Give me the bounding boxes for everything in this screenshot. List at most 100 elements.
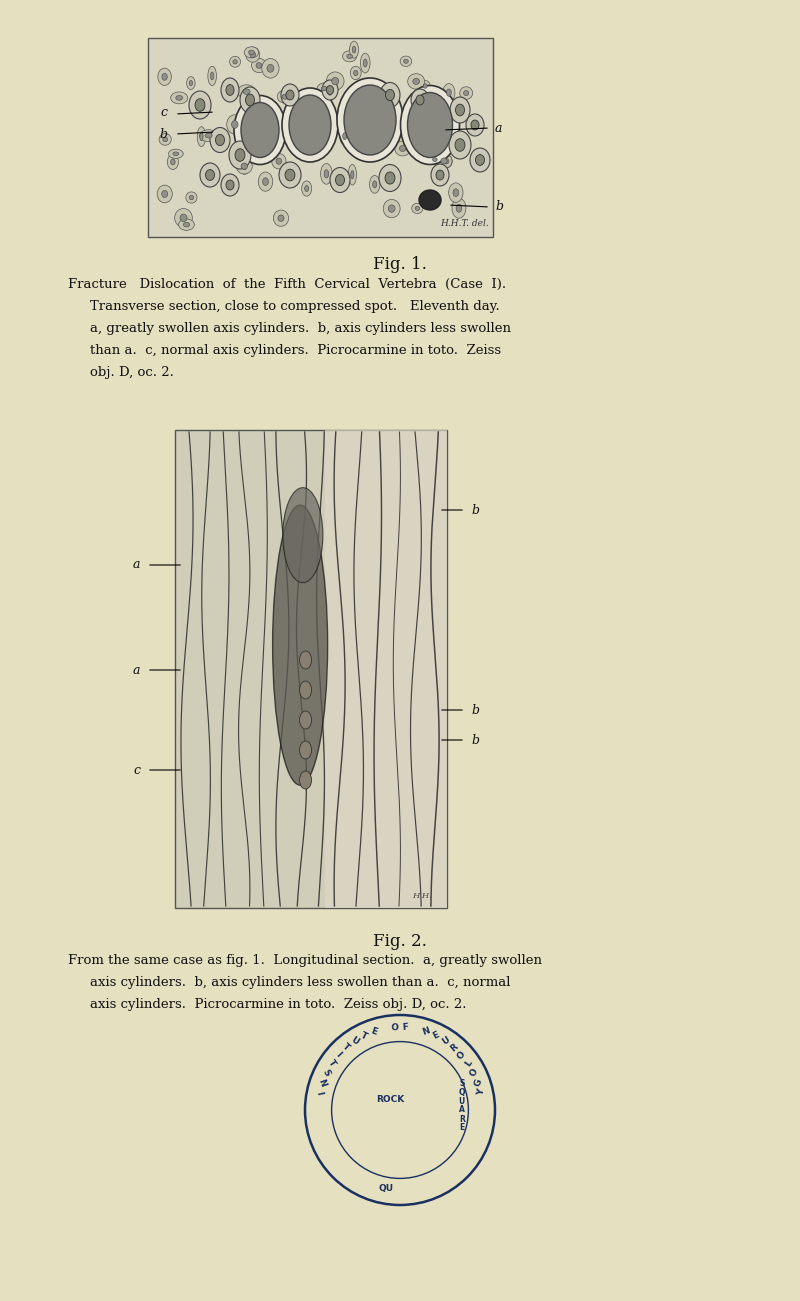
Ellipse shape xyxy=(411,88,429,111)
Ellipse shape xyxy=(342,51,357,62)
Ellipse shape xyxy=(366,143,374,156)
Text: Y: Y xyxy=(476,1089,486,1097)
Ellipse shape xyxy=(368,147,372,152)
Ellipse shape xyxy=(198,126,206,147)
Ellipse shape xyxy=(352,47,356,53)
Text: H.H.T. del.: H.H.T. del. xyxy=(440,219,489,228)
Text: R: R xyxy=(459,1115,465,1124)
Ellipse shape xyxy=(346,55,353,59)
Ellipse shape xyxy=(162,190,168,198)
Text: U: U xyxy=(458,1097,465,1106)
Ellipse shape xyxy=(221,78,239,101)
Ellipse shape xyxy=(404,59,408,64)
Text: a: a xyxy=(133,664,140,677)
Ellipse shape xyxy=(420,81,430,91)
Ellipse shape xyxy=(330,168,350,193)
Text: R: R xyxy=(449,1042,460,1053)
Text: I: I xyxy=(314,1090,324,1095)
Ellipse shape xyxy=(317,83,331,94)
Ellipse shape xyxy=(366,86,371,91)
Ellipse shape xyxy=(250,142,254,148)
Ellipse shape xyxy=(407,92,453,157)
Text: T: T xyxy=(326,1058,337,1068)
Text: Fig. 2.: Fig. 2. xyxy=(373,933,427,950)
Ellipse shape xyxy=(180,215,187,221)
Ellipse shape xyxy=(195,99,205,112)
Bar xyxy=(148,38,493,237)
Text: b: b xyxy=(471,503,479,516)
Ellipse shape xyxy=(262,178,269,186)
Ellipse shape xyxy=(162,73,167,81)
Ellipse shape xyxy=(279,163,301,189)
Ellipse shape xyxy=(466,114,484,137)
Ellipse shape xyxy=(299,680,311,699)
Text: a, greatly swollen axis cylinders.  b, axis cylinders less swollen: a, greatly swollen axis cylinders. b, ax… xyxy=(90,323,511,334)
Text: ROCK: ROCK xyxy=(376,1095,404,1105)
Text: A: A xyxy=(459,1106,465,1115)
Ellipse shape xyxy=(189,81,193,86)
Ellipse shape xyxy=(431,164,449,186)
Ellipse shape xyxy=(274,209,289,226)
Ellipse shape xyxy=(234,95,286,164)
Ellipse shape xyxy=(463,91,469,95)
Ellipse shape xyxy=(326,82,334,101)
Text: c: c xyxy=(160,105,167,118)
Ellipse shape xyxy=(249,51,254,55)
Ellipse shape xyxy=(170,159,175,165)
Ellipse shape xyxy=(267,65,274,73)
Ellipse shape xyxy=(186,193,197,203)
Ellipse shape xyxy=(276,159,282,164)
Ellipse shape xyxy=(415,207,419,211)
Ellipse shape xyxy=(200,163,220,187)
Ellipse shape xyxy=(401,86,459,164)
Ellipse shape xyxy=(323,120,332,130)
Ellipse shape xyxy=(278,90,294,103)
Ellipse shape xyxy=(350,66,361,79)
Ellipse shape xyxy=(239,159,250,174)
Text: E: E xyxy=(370,1026,378,1037)
Ellipse shape xyxy=(162,137,168,142)
Text: Transverse section, close to compressed spot.   Eleventh day.: Transverse section, close to compressed … xyxy=(90,301,500,314)
Ellipse shape xyxy=(456,204,462,212)
Ellipse shape xyxy=(379,164,401,191)
Ellipse shape xyxy=(453,189,458,196)
Ellipse shape xyxy=(246,47,260,62)
Ellipse shape xyxy=(236,159,252,174)
Text: axis cylinders.  b, axis cylinders less swollen than a.  c, normal: axis cylinders. b, axis cylinders less s… xyxy=(90,976,510,989)
Ellipse shape xyxy=(299,742,311,758)
Ellipse shape xyxy=(167,155,178,169)
Ellipse shape xyxy=(226,180,234,190)
Ellipse shape xyxy=(438,124,447,142)
Ellipse shape xyxy=(235,148,245,161)
Ellipse shape xyxy=(373,181,377,187)
Ellipse shape xyxy=(233,60,238,64)
Ellipse shape xyxy=(450,98,470,124)
Ellipse shape xyxy=(198,105,204,111)
Ellipse shape xyxy=(354,70,358,75)
Ellipse shape xyxy=(258,103,264,109)
Text: U: U xyxy=(440,1036,451,1047)
Text: E: E xyxy=(431,1030,441,1041)
Ellipse shape xyxy=(240,87,260,113)
Ellipse shape xyxy=(231,121,238,129)
Ellipse shape xyxy=(386,90,394,100)
Ellipse shape xyxy=(221,174,239,196)
Ellipse shape xyxy=(256,62,262,69)
Text: E: E xyxy=(459,1124,464,1132)
Ellipse shape xyxy=(254,98,269,114)
Ellipse shape xyxy=(282,94,289,99)
Text: O: O xyxy=(456,1049,468,1060)
Ellipse shape xyxy=(455,104,465,116)
Ellipse shape xyxy=(471,120,479,130)
Ellipse shape xyxy=(383,199,400,217)
Ellipse shape xyxy=(321,164,332,185)
Ellipse shape xyxy=(258,172,273,191)
Ellipse shape xyxy=(246,135,256,155)
Ellipse shape xyxy=(226,85,234,95)
Ellipse shape xyxy=(282,88,338,163)
Ellipse shape xyxy=(408,74,425,90)
Text: than a.  c, normal axis cylinders.  Picrocarmine in toto.  Zeiss: than a. c, normal axis cylinders. Picroc… xyxy=(90,343,501,356)
Ellipse shape xyxy=(253,135,265,148)
Ellipse shape xyxy=(413,78,419,85)
Ellipse shape xyxy=(446,88,451,96)
